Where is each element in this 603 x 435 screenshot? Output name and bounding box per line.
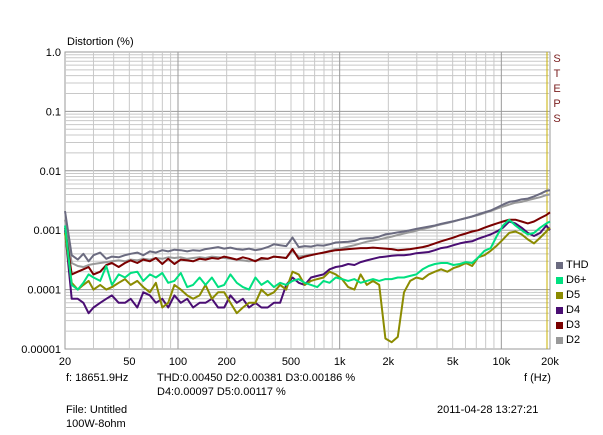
steps-letter: P <box>553 98 561 110</box>
legend-item: D5 <box>556 288 602 303</box>
legend-swatch <box>556 337 563 344</box>
x-tick-label: 10k <box>492 356 510 368</box>
x-tick-label: 2k <box>383 356 395 368</box>
plot-area <box>64 51 551 350</box>
x-tick-label: 5k <box>447 356 459 368</box>
legend-label: D5 <box>566 289 581 301</box>
y-tick-label: 0.1 <box>46 106 61 118</box>
chart-series <box>64 189 551 344</box>
series-line-d6 <box>64 218 551 291</box>
legend-label: D6+ <box>566 274 587 286</box>
y-tick-label: 0.00001 <box>21 344 61 356</box>
x-tick-label: 1k <box>334 356 346 368</box>
x-axis-label: f (Hz) <box>524 372 551 384</box>
steps-letter: S <box>553 53 561 65</box>
y-tick-label: 0.01 <box>40 166 61 178</box>
legend-item: D4 <box>556 303 602 318</box>
series-line-thd <box>64 189 551 263</box>
legend-item: THD <box>556 258 602 273</box>
y-tick-label: 0.0001 <box>27 285 61 297</box>
x-tick-label: 500 <box>282 356 300 368</box>
legend-swatch <box>556 262 563 269</box>
x-tick-label: 200 <box>217 356 235 368</box>
legend-label: D3 <box>566 319 581 331</box>
legend-label: THD <box>566 259 589 271</box>
legend-swatch <box>556 307 563 314</box>
readout-line-1: THD:0.00450 D2:0.00381 D3:0.00186 % <box>157 372 356 384</box>
series-line-d4 <box>64 220 551 315</box>
timestamp: 2011-04-28 13:27:21 <box>437 404 539 416</box>
steps-letter: S <box>553 113 561 125</box>
x-tick-label: 20k <box>541 356 559 368</box>
x-tick-label: 20 <box>59 356 71 368</box>
legend-swatch <box>556 322 563 329</box>
legend-label: D4 <box>566 304 581 316</box>
file-name: File: Untitled <box>66 404 128 416</box>
legend-swatch <box>556 292 563 299</box>
legend-item: D2 <box>556 333 602 348</box>
chart-legend: THD D6+ D5 D4 D3 D2 <box>556 258 602 348</box>
legend-item: D3 <box>556 318 602 333</box>
series-line-d3 <box>64 211 551 276</box>
load-label: 100W-8ohm <box>66 418 126 430</box>
y-tick-label: 0.001 <box>33 225 61 237</box>
chart-grid <box>64 51 551 350</box>
y-tick-label: 1.0 <box>46 47 61 59</box>
steps-letter: E <box>553 83 561 95</box>
x-tick-label: 100 <box>169 356 187 368</box>
x-tick-label: 50 <box>123 356 135 368</box>
legend-swatch <box>556 277 563 284</box>
steps-letter: T <box>553 68 561 80</box>
chart-title: Distortion (%) <box>67 36 134 48</box>
legend-label: D2 <box>566 334 581 346</box>
readout-line-2: D4:0.00097 D5:0.00117 % <box>157 386 286 398</box>
legend-item: D6+ <box>556 273 602 288</box>
readout-frequency: f: 18651.9Hz <box>66 372 129 384</box>
